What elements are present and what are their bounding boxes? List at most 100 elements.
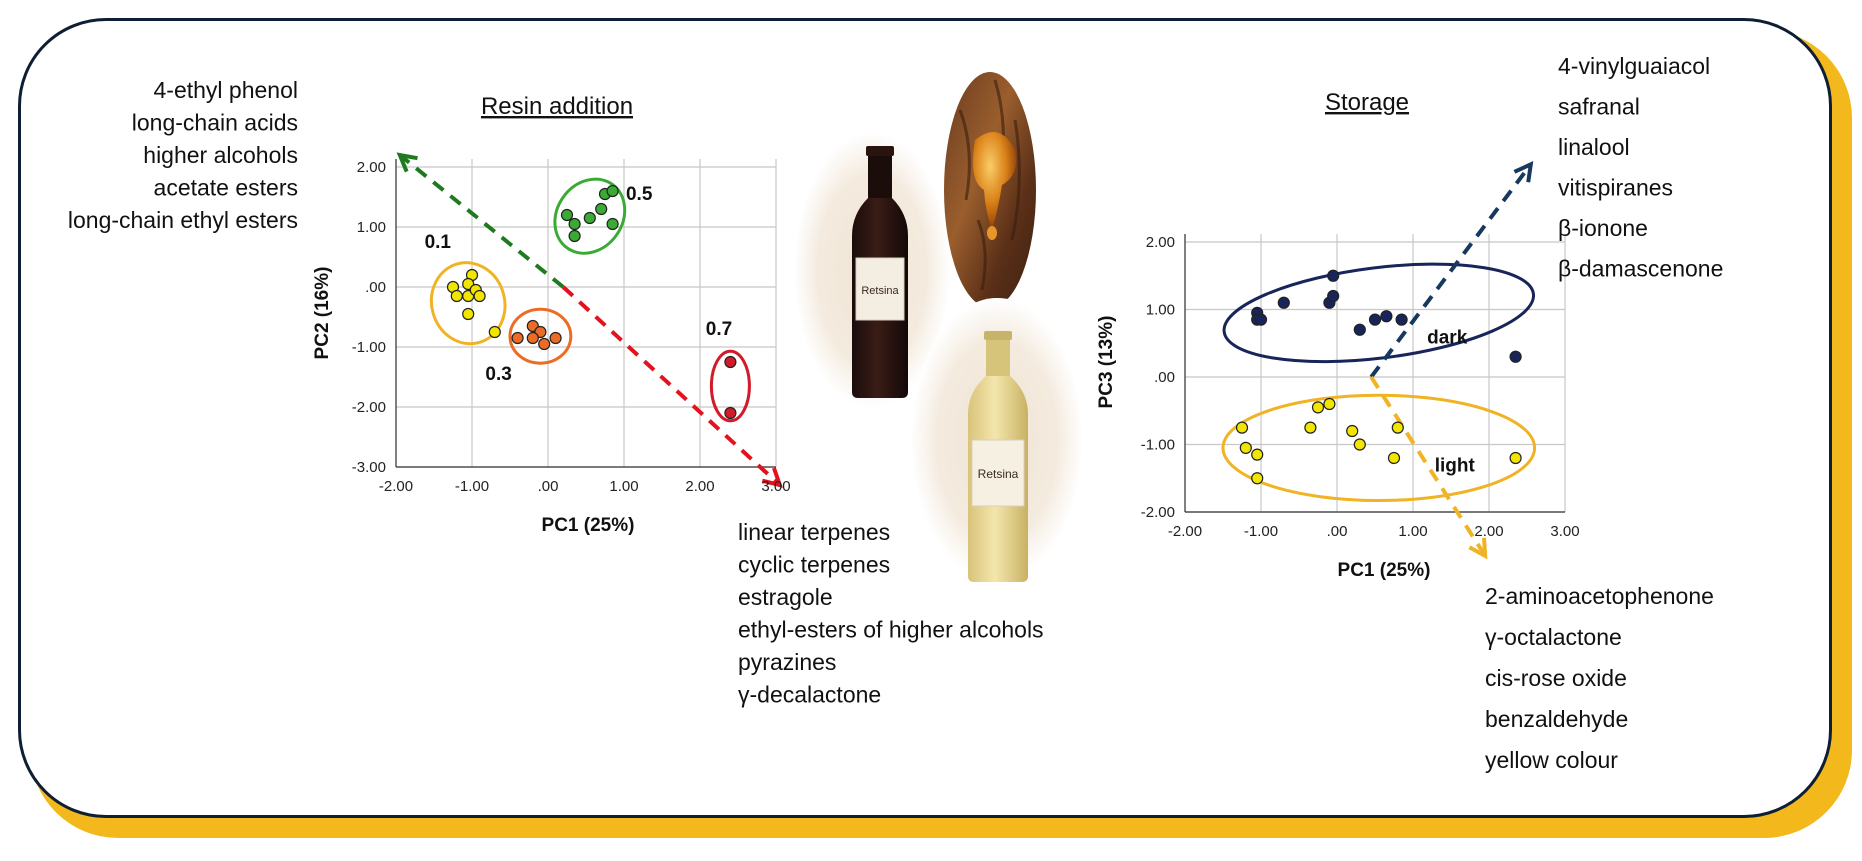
x-tick-label: 1.00 [609,478,638,495]
data-point [473,289,486,303]
compound-label: 2-aminoacetophenone [1485,583,1714,609]
data-point [1368,313,1382,326]
compound-label: vitispiranes [1558,175,1673,201]
x-axis-label: PC1 (25%) [542,515,635,536]
compound-label: γ-decalactone [738,682,881,708]
tick-labels: -2.00 -1.00 .00 1.00 2.00 3.00 -2.00 -1.00 .00 1.… [1141,234,1580,540]
light-retsina-bottle-image: Retsina [911,298,1083,582]
cluster-label: light [1435,456,1476,477]
compound-label: ethyl-esters of higher alcohols [738,617,1044,643]
y-tick-label: 2.00 [357,159,386,176]
loading-arrow-head [1468,537,1488,560]
loading-arrow-line [1369,375,1487,557]
compound-label: estragole [738,584,833,610]
compound-label: linear terpenes [738,519,890,545]
data-point [549,331,562,345]
data-point [538,337,551,351]
data-point [450,289,463,303]
data-point [1251,448,1264,461]
data-point [606,217,619,231]
y-axis-label: PC2 (16%) [312,267,333,360]
cluster-label: dark [1427,327,1468,348]
data-point [595,202,608,216]
data-point [724,355,737,369]
y-tick-label: .00 [365,279,386,296]
x-tick-label: -2.00 [379,478,413,495]
y-tick-label: -2.00 [352,399,386,416]
data-point [1304,421,1317,434]
cluster-label: 0.7 [706,319,732,340]
compound-label: cyclic terpenes [738,552,890,578]
bottom-compound-list: 2-aminoacetophenone γ-octalactone cis-rose… [1485,583,1714,773]
data-point [1254,313,1268,326]
data-point [568,217,581,231]
x-tick-label: 3.00 [761,478,790,495]
data-point [1235,421,1249,434]
y-tick-label: 2.00 [1146,234,1175,251]
y-tick-label: -3.00 [352,459,386,476]
data-point [1346,424,1359,438]
storage-chart: Storage -2.00 -1.00 .00 1.00 2.00 3.00 -2.00 -1… [1096,53,1723,773]
data-point [1387,451,1401,465]
resin-bark-image [944,72,1036,308]
data-point [1353,438,1366,451]
bottom-compound-list: linear terpenes cyclic terpenes estragole e… [738,519,1044,708]
compound-label: benzaldehyde [1485,706,1628,732]
data-point [1509,451,1522,465]
y-tick-label: .00 [1154,369,1175,386]
data-points [1235,269,1522,485]
data-point [568,229,581,243]
cluster-ellipse [1221,393,1537,503]
y-axis-label: PC3 (13%) [1096,316,1117,409]
compound-label: 4-ethyl phenol [154,77,299,103]
cluster-labels: 0.1 0.3 0.5 0.7 [425,184,733,385]
x-tick-label: -1.00 [455,478,489,495]
cluster-label: 0.5 [626,184,653,205]
loading-arrows [396,152,783,488]
loading-arrow-head [761,467,783,488]
y-tick-label: -1.00 [1141,437,1175,454]
data-point [1327,289,1340,303]
data-point [1395,313,1408,326]
data-point [511,331,524,345]
compound-label: long-chain ethyl esters [68,207,298,233]
resin-addition-chart: Resin addition -2.00 -1.00 .00 1.00 2.00 3.00… [68,77,1044,708]
data-point [1353,323,1366,336]
cluster-ellipse [1222,262,1536,364]
compound-label: higher alcohols [143,142,298,168]
data-point [526,331,539,345]
compound-label: yellow colour [1485,747,1618,773]
data-point [724,406,737,420]
cluster-label: 0.3 [485,364,511,385]
bottle-label-light: Retsina [978,467,1019,481]
dark-retsina-bottle-image: Retsina [794,132,950,408]
cluster-ellipse [709,349,751,423]
cluster-ellipses [429,177,751,423]
compound-label: β-ionone [1558,215,1648,241]
data-point [1277,296,1290,309]
loading-arrow-line [1369,163,1533,379]
data-point [1311,401,1325,414]
x-tick-label: -1.00 [1244,523,1278,540]
x-tick-label: .00 [538,478,559,495]
x-tick-label: -2.00 [1168,523,1202,540]
data-point [1327,269,1340,282]
cluster-ellipse [553,177,627,255]
loading-arrows [1369,161,1534,560]
compound-label: 4-vinylguaiacol [1558,53,1710,79]
data-points [446,184,737,420]
data-point [488,325,501,339]
chart-title: Resin addition [481,93,633,120]
x-tick-label: 3.00 [1550,523,1579,540]
compound-label: safranal [1558,94,1640,120]
data-point [583,211,596,225]
x-tick-label: .00 [1327,523,1348,540]
grid [395,159,777,468]
compound-label: γ-octalactone [1485,624,1622,650]
x-tick-label: 1.00 [1398,523,1427,540]
left-compound-list: 4-ethyl phenol long-chain acids higher alc… [68,77,298,233]
compound-label: acetate esters [154,175,298,201]
cluster-label: 0.1 [425,232,452,253]
cluster-ellipse [429,261,507,346]
y-tick-label: 1.00 [1146,302,1175,319]
